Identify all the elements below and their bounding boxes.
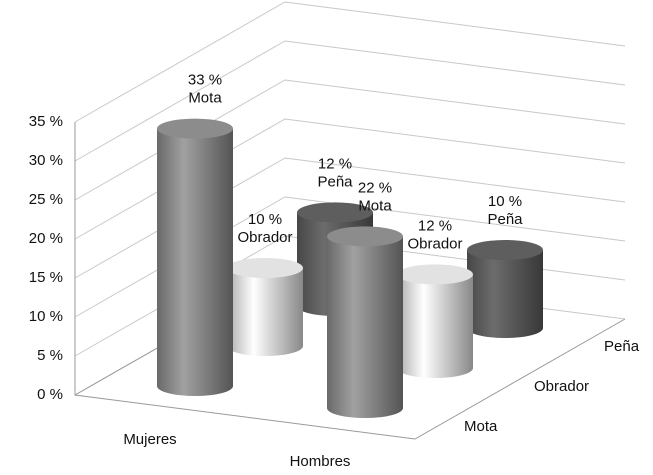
cylinder xyxy=(327,226,403,418)
depth-tick-label: Mota xyxy=(464,418,498,435)
cylinder-top xyxy=(327,226,403,247)
data-label: 12 % xyxy=(318,155,352,172)
data-label-series: Peña xyxy=(487,211,523,228)
cylinder xyxy=(157,118,233,396)
grid-line xyxy=(74,79,626,201)
depth-tick-label: Peña xyxy=(604,338,640,355)
cylinder xyxy=(467,240,543,338)
y-tick-label: 5 % xyxy=(37,347,63,364)
data-label: 22 % xyxy=(358,179,392,196)
grid-line xyxy=(74,118,626,240)
data-label-series: Mota xyxy=(358,197,392,214)
data-label: 10 % xyxy=(488,193,522,210)
cylinder-body xyxy=(327,236,403,418)
data-label: 12 % xyxy=(418,217,452,234)
cylinder xyxy=(227,258,303,356)
data-label-series: Obrador xyxy=(237,229,292,246)
data-label-series: Obrador xyxy=(407,235,462,252)
grid-line xyxy=(74,40,626,162)
cylinder-body xyxy=(397,274,473,378)
cylinder-top xyxy=(467,240,543,260)
data-label: 10 % xyxy=(248,211,282,228)
cylinder-body xyxy=(467,250,543,338)
data-label: 33 % xyxy=(188,72,222,89)
cylinder-body xyxy=(157,128,233,396)
cylinder-top xyxy=(227,258,303,278)
y-tick-label: 10 % xyxy=(29,308,63,325)
cylinder-top xyxy=(157,118,233,139)
cylinder xyxy=(397,264,473,378)
depth-tick-label: Obrador xyxy=(534,378,589,395)
grid-line xyxy=(74,157,626,279)
grid-line xyxy=(74,196,626,318)
y-tick-label: 0 % xyxy=(37,386,63,403)
x-tick-label: Hombres xyxy=(290,453,351,470)
y-tick-label: 25 % xyxy=(29,191,63,208)
cylinder-top xyxy=(297,202,373,223)
y-tick-label: 15 % xyxy=(29,269,63,286)
y-tick-label: 30 % xyxy=(29,152,63,169)
grid-line xyxy=(74,1,626,123)
cylinder-top xyxy=(397,264,473,285)
data-label-series: Mota xyxy=(188,90,222,107)
cylinder-body xyxy=(227,268,303,356)
y-tick-label: 35 % xyxy=(29,113,63,130)
y-tick-label: 20 % xyxy=(29,230,63,247)
data-label-series: Peña xyxy=(317,173,353,190)
x-tick-label: Mujeres xyxy=(123,431,176,448)
axis-line xyxy=(74,122,626,440)
